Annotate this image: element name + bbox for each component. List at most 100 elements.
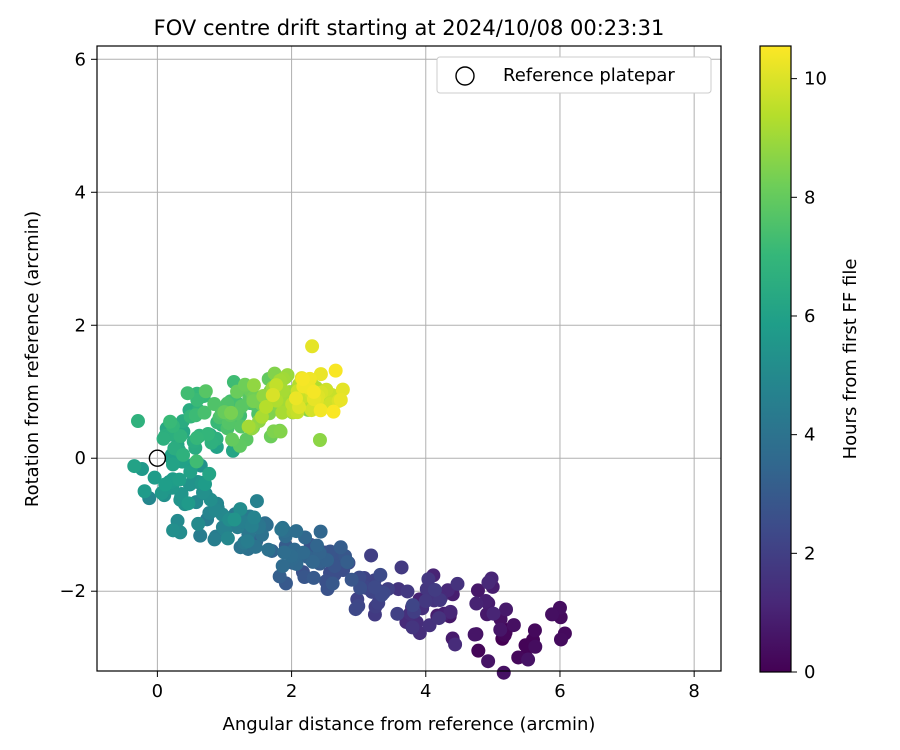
- data-point: [335, 382, 350, 397]
- y-tick-label: −2: [59, 581, 86, 602]
- y-tick-label: 2: [75, 315, 86, 336]
- data-point: [506, 618, 521, 633]
- data-point: [247, 510, 262, 525]
- data-point: [344, 572, 359, 587]
- data-point: [189, 454, 204, 469]
- data-point: [481, 575, 496, 590]
- data-point: [202, 466, 217, 481]
- data-point: [156, 431, 171, 446]
- colorbar-tick-label: 2: [804, 543, 815, 564]
- data-point: [289, 391, 304, 406]
- data-point: [189, 431, 204, 446]
- data-point: [246, 378, 261, 393]
- data-point: [180, 386, 195, 401]
- data-point: [277, 545, 292, 560]
- y-axis-ticks: −2 0 2 4 6: [59, 49, 97, 602]
- data-point: [191, 516, 206, 531]
- data-point: [313, 403, 328, 418]
- data-point: [137, 484, 152, 499]
- data-point: [364, 548, 379, 563]
- data-point: [274, 522, 289, 537]
- data-point: [127, 459, 142, 474]
- data-point: [405, 598, 420, 613]
- data-point: [220, 531, 235, 546]
- data-points: [127, 339, 572, 680]
- colorbar-label: Hours from first FF file: [840, 259, 861, 460]
- data-point: [227, 512, 242, 527]
- data-point: [172, 472, 187, 487]
- data-point: [130, 414, 145, 429]
- data-point: [313, 524, 328, 539]
- legend-marker: [455, 66, 475, 86]
- data-point: [333, 540, 348, 555]
- data-point: [289, 524, 304, 539]
- data-point: [201, 426, 216, 441]
- data-point: [165, 457, 180, 472]
- data-point: [496, 665, 511, 680]
- data-point: [181, 496, 196, 511]
- colorbar-tick-label: 4: [804, 425, 815, 446]
- data-point: [328, 363, 343, 378]
- data-point: [340, 555, 355, 570]
- x-tick-label: 4: [420, 681, 431, 702]
- data-point: [193, 528, 208, 543]
- data-point: [197, 405, 212, 420]
- x-axis-label: Angular distance from reference (arcmin): [223, 714, 596, 735]
- data-point: [310, 538, 325, 553]
- legend: Reference platepar: [436, 56, 712, 94]
- data-point: [198, 384, 213, 399]
- data-point: [182, 477, 197, 492]
- data-point: [348, 602, 363, 617]
- data-point: [326, 404, 341, 419]
- legend-box: [436, 56, 712, 94]
- data-point: [275, 558, 290, 573]
- data-point: [390, 606, 405, 621]
- data-point: [208, 503, 223, 518]
- data-point: [486, 606, 501, 621]
- data-point: [499, 602, 514, 617]
- reference-platepar-marker: [148, 449, 167, 467]
- data-point: [225, 432, 240, 447]
- data-point: [305, 339, 320, 354]
- data-point: [367, 580, 382, 595]
- data-point: [163, 414, 178, 429]
- data-point: [418, 594, 433, 609]
- colorbar-tick-label: 0: [804, 662, 815, 683]
- data-point: [481, 654, 496, 669]
- data-point: [265, 387, 280, 402]
- data-point: [306, 570, 321, 585]
- data-point: [528, 639, 543, 654]
- data-point: [224, 405, 239, 420]
- data-point: [296, 545, 311, 560]
- data-point: [259, 399, 274, 414]
- data-point: [467, 627, 482, 642]
- y-axis-label: Rotation from reference (arcmin): [22, 211, 43, 507]
- data-point: [443, 604, 458, 619]
- chart-title: FOV centre drift starting at 2024/10/08 …: [154, 16, 665, 40]
- data-point: [176, 447, 191, 462]
- data-point: [448, 637, 463, 652]
- x-tick-label: 2: [286, 681, 297, 702]
- data-point: [470, 583, 485, 598]
- data-point: [312, 432, 327, 447]
- data-point: [261, 542, 276, 557]
- data-point: [553, 632, 568, 647]
- colorbar: [759, 45, 792, 673]
- data-point: [493, 622, 508, 637]
- data-point: [295, 372, 310, 387]
- data-point: [521, 652, 536, 667]
- data-point: [527, 623, 542, 638]
- plot-frame: [96, 45, 722, 672]
- data-point: [207, 532, 222, 547]
- data-point: [273, 424, 288, 439]
- data-point: [325, 576, 340, 591]
- data-point: [431, 611, 446, 626]
- y-tick-label: 6: [75, 49, 86, 70]
- data-point: [306, 384, 321, 399]
- y-tick-label: 4: [75, 182, 86, 203]
- y-tick-label: 0: [75, 448, 86, 469]
- data-point: [373, 567, 388, 582]
- data-point: [249, 494, 264, 509]
- data-point: [240, 534, 255, 549]
- data-point: [545, 607, 560, 622]
